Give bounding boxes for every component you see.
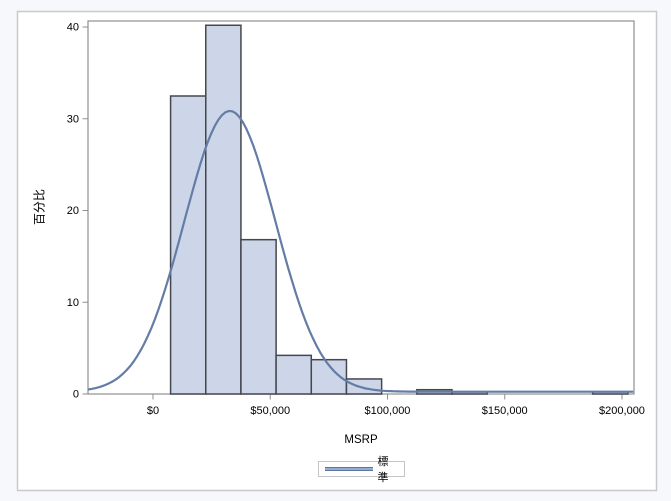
y-tick-label: 10 — [67, 297, 79, 309]
legend-label: 標準 — [377, 456, 389, 484]
legend: 標準 — [318, 456, 405, 484]
histogram-bar — [345, 378, 383, 395]
y-tick-label: 30 — [67, 113, 79, 125]
x-tick-label: $50,000 — [250, 405, 290, 417]
x-axis-title: MSRP — [344, 434, 378, 446]
histogram-bar — [240, 238, 277, 395]
normal-curve — [87, 109, 634, 393]
normal-curve-legend-line-icon — [325, 467, 373, 471]
x-tick-label: $0 — [147, 405, 159, 417]
histogram-bar — [275, 354, 313, 395]
y-axis-title: 百分比 — [32, 188, 47, 226]
x-tick-label: $100,000 — [365, 405, 411, 417]
x-tick-label: $200,000 — [599, 405, 645, 417]
x-tick-label: $150,000 — [482, 405, 528, 417]
y-tick-label: 0 — [73, 389, 79, 401]
histogram-bar — [169, 95, 207, 395]
y-tick-label: 40 — [67, 22, 79, 34]
chart-panel — [16, 10, 658, 492]
histogram-bar — [205, 24, 242, 395]
y-tick-label: 20 — [67, 205, 79, 217]
